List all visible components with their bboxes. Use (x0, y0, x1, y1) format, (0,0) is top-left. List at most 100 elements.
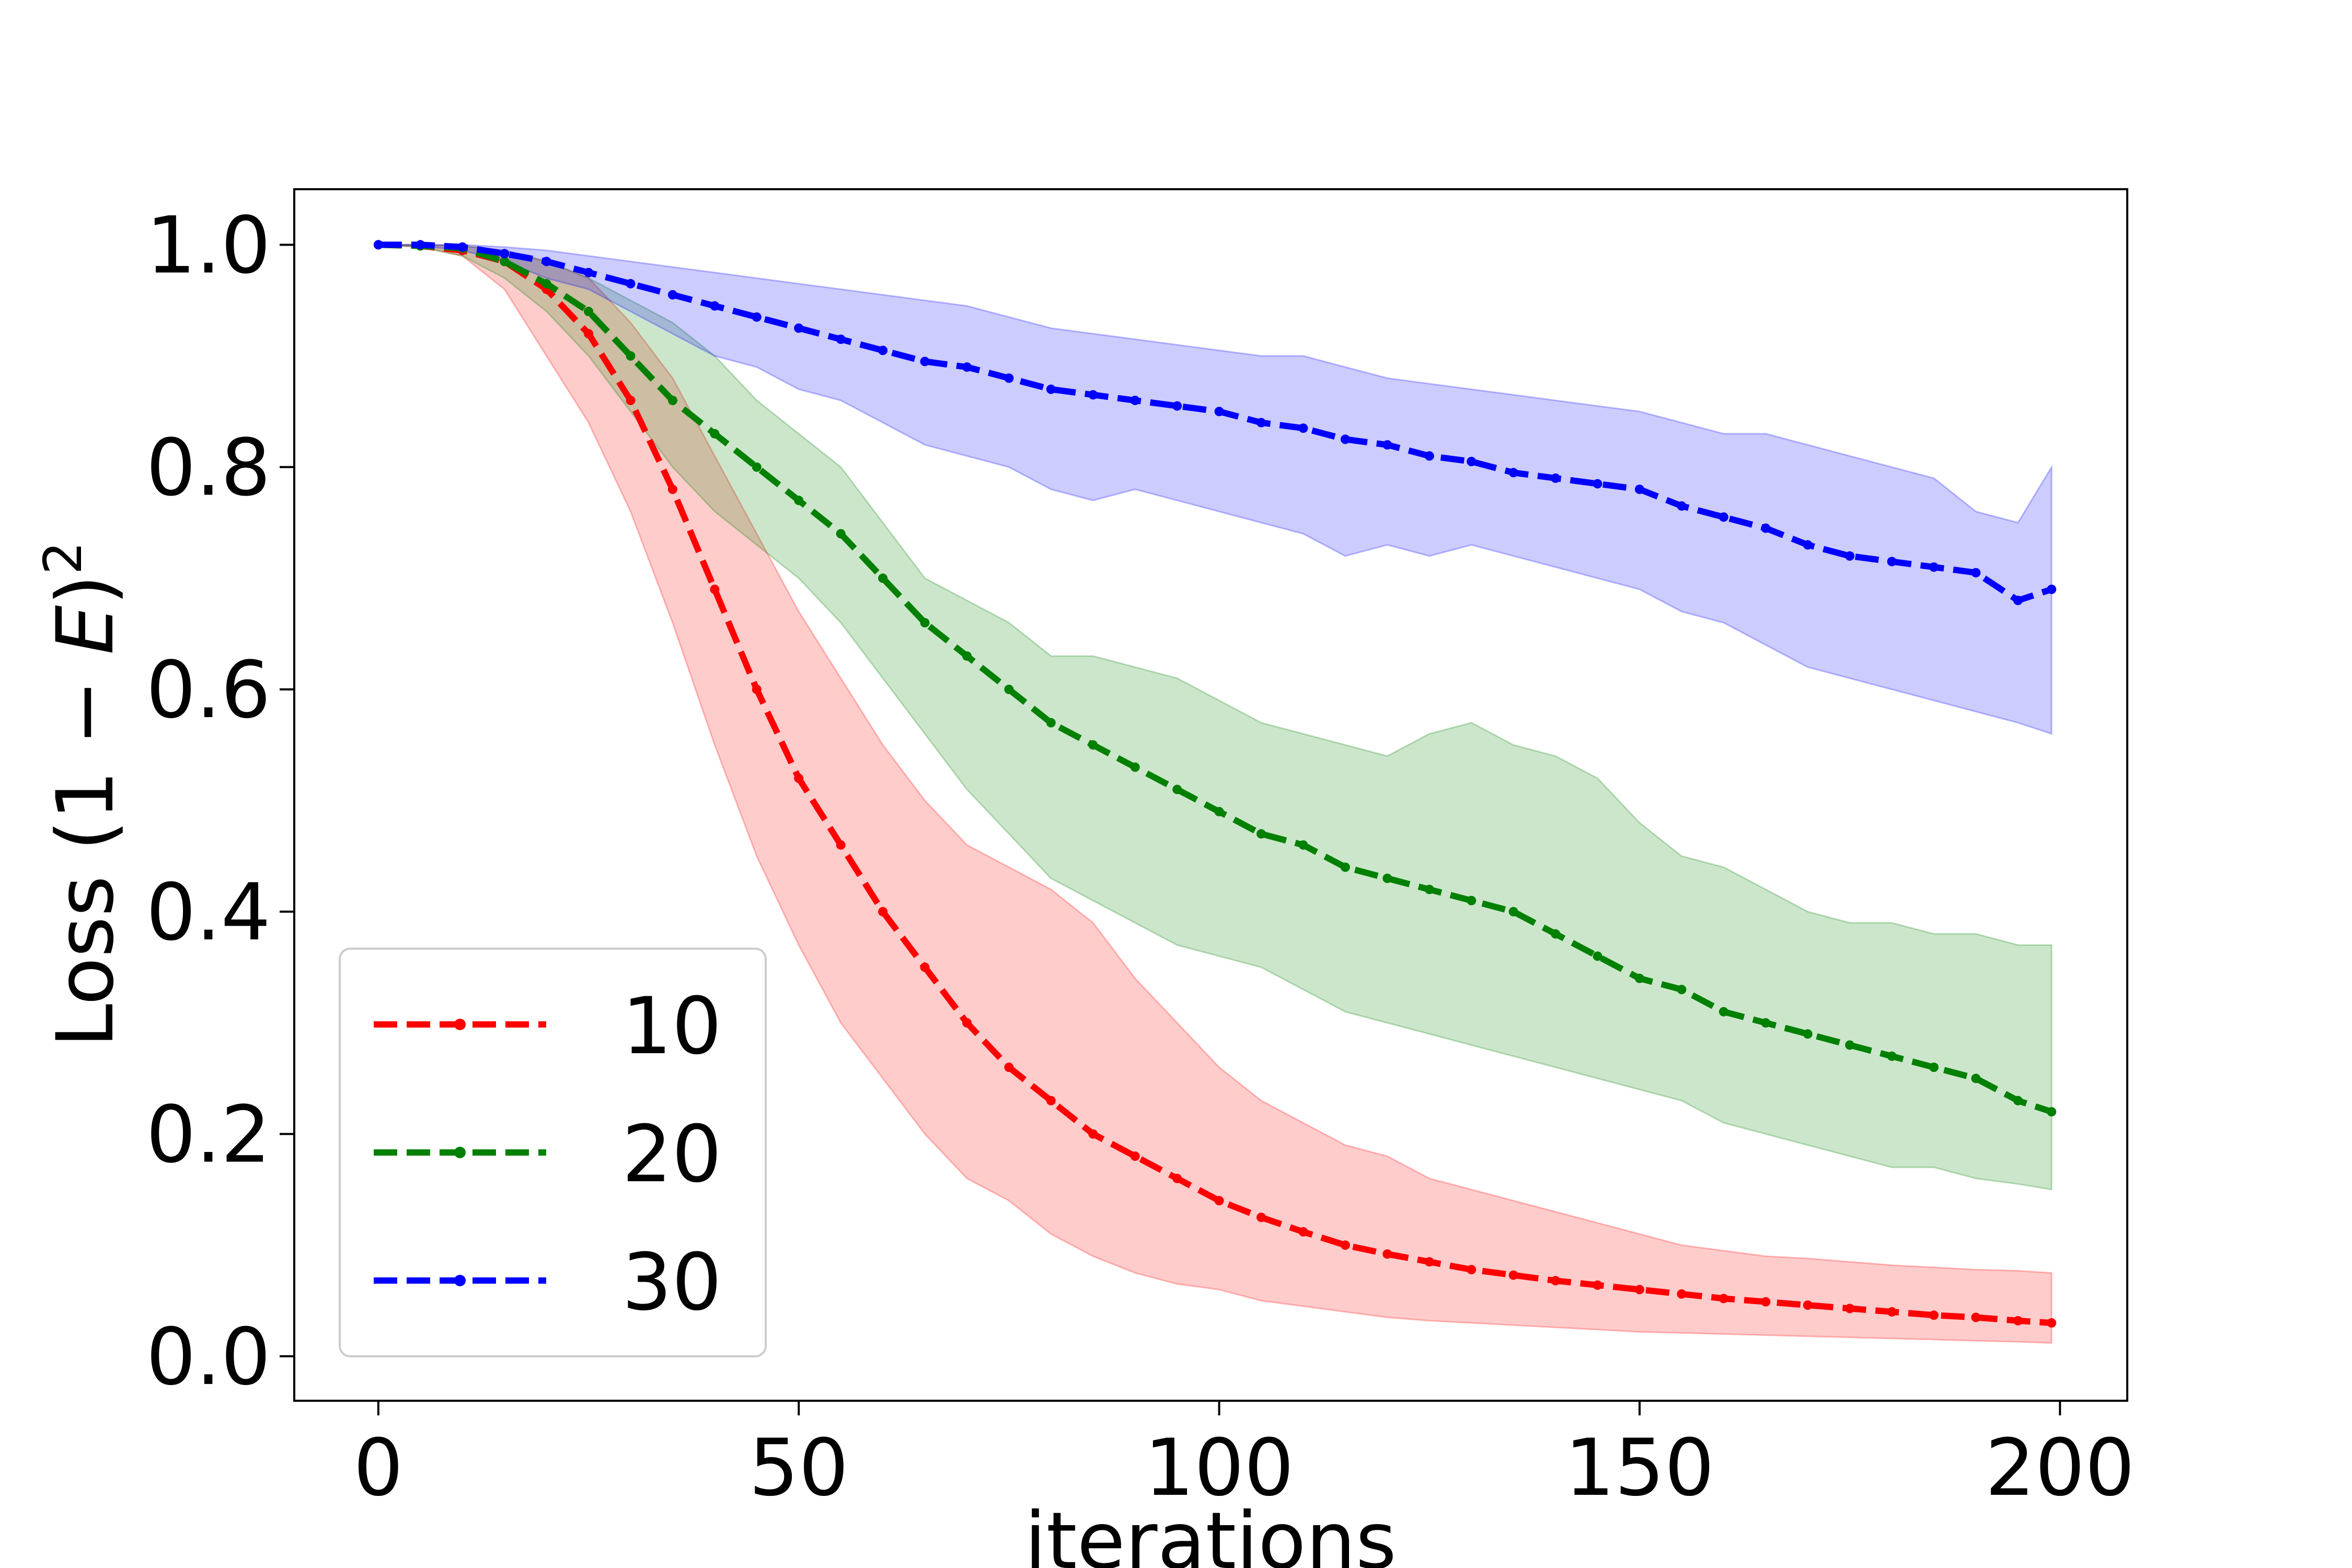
point-series-20 (710, 429, 720, 439)
y-axis-title-close: ) (40, 574, 131, 605)
y-tick-label: 0.4 (146, 867, 271, 958)
point-series-10 (1803, 1300, 1813, 1310)
point-series-30 (1467, 457, 1477, 466)
band-series-10 (378, 244, 2053, 1344)
y-tick-label: 0.2 (146, 1090, 271, 1181)
point-series-30 (1845, 551, 1855, 561)
point-series-30 (416, 240, 425, 250)
point-series-30 (1004, 373, 1014, 383)
point-series-10 (1551, 1276, 1561, 1286)
point-series-20 (1214, 806, 1224, 816)
point-series-10 (1382, 1249, 1392, 1259)
point-series-30 (1971, 568, 1981, 578)
point-series-10 (1634, 1285, 1644, 1295)
band-series-30 (378, 244, 2053, 735)
point-series-10 (1130, 1151, 1140, 1161)
point-series-10 (1298, 1227, 1308, 1237)
point-series-30 (2047, 584, 2057, 594)
point-series-20 (1803, 1029, 1813, 1039)
point-series-20 (2013, 1096, 2023, 1105)
point-series-30 (1551, 473, 1561, 483)
point-series-20 (1467, 896, 1477, 905)
point-series-20 (962, 651, 972, 661)
point-series-20 (1593, 951, 1602, 961)
x-tick-label: 150 (1565, 1423, 1714, 1514)
point-series-20 (1088, 740, 1098, 750)
point-series-30 (584, 268, 594, 278)
point-series-30 (1803, 540, 1813, 550)
point-series-10 (710, 584, 720, 594)
point-series-30 (1761, 523, 1771, 533)
y-axis: 0.0 0.2 0.4 0.6 0.8 1.0 (146, 200, 294, 1403)
point-series-20 (1634, 973, 1644, 983)
band-series-20 (378, 244, 2053, 1191)
point-series-10 (2013, 1316, 2023, 1325)
y-axis-title-superscript: 2 (32, 541, 94, 575)
legend-marker-10 (454, 1019, 466, 1030)
point-series-20 (1046, 718, 1056, 728)
point-series-20 (626, 351, 636, 361)
point-series-10 (1929, 1310, 1939, 1320)
x-tick-label: 50 (749, 1423, 849, 1514)
point-series-20 (500, 257, 510, 267)
point-series-10 (626, 396, 636, 406)
point-series-30 (1424, 451, 1434, 461)
point-series-30 (1130, 396, 1140, 406)
point-series-30 (457, 242, 467, 252)
point-series-10 (1971, 1312, 1981, 1322)
point-series-10 (1088, 1129, 1098, 1139)
point-series-10 (584, 329, 594, 339)
legend-label-20: 20 (622, 1109, 722, 1200)
point-series-30 (373, 240, 383, 250)
plot-frame (293, 188, 2128, 1402)
point-series-30 (1677, 501, 1687, 511)
legend-label-30: 30 (622, 1237, 722, 1328)
point-series-20 (1761, 1018, 1771, 1028)
point-series-10 (2047, 1318, 2057, 1328)
point-series-20 (1845, 1040, 1855, 1050)
x-tick-label: 100 (1144, 1423, 1294, 1514)
point-series-30 (920, 356, 930, 366)
point-series-10 (1046, 1096, 1056, 1105)
x-tick-label: 0 (353, 1423, 403, 1514)
x-axis: 0 50 100 150 200 (353, 1401, 2135, 1514)
point-series-20 (920, 618, 930, 628)
x-tick-label: 200 (1985, 1423, 2135, 1514)
point-series-20 (1298, 840, 1308, 850)
y-axis-title: Loss (1 − E)2 (32, 541, 131, 1048)
point-series-30 (1046, 384, 1056, 394)
point-series-10 (1256, 1213, 1266, 1223)
point-series-30 (1088, 390, 1098, 400)
point-series-10 (794, 774, 804, 783)
point-series-10 (920, 962, 930, 972)
point-series-30 (500, 249, 510, 259)
point-series-30 (1340, 434, 1350, 444)
legend-items: 10 20 30 (374, 981, 722, 1328)
point-series-20 (1551, 929, 1561, 939)
confidence-bands (378, 244, 2053, 1344)
point-series-20 (1719, 1007, 1728, 1017)
point-series-10 (1761, 1297, 1771, 1307)
point-series-10 (1719, 1294, 1728, 1304)
point-series-30 (1593, 479, 1602, 489)
point-series-20 (1256, 829, 1266, 839)
point-series-20 (1424, 884, 1434, 894)
point-series-30 (1634, 485, 1644, 494)
point-series-10 (752, 685, 762, 694)
point-series-20 (541, 279, 551, 289)
point-series-20 (1887, 1051, 1897, 1061)
point-series-10 (1593, 1280, 1602, 1290)
point-series-30 (1298, 423, 1308, 433)
point-series-20 (1340, 862, 1350, 872)
point-series-30 (1887, 557, 1897, 567)
legend-marker-30 (454, 1275, 466, 1286)
point-series-10 (962, 1018, 972, 1028)
point-series-20 (836, 529, 846, 539)
y-axis-title-text: Loss (1 − (40, 655, 131, 1048)
point-series-10 (1677, 1289, 1687, 1299)
point-series-20 (667, 396, 677, 406)
point-series-30 (836, 335, 846, 344)
point-series-30 (1719, 512, 1728, 522)
point-series-20 (2047, 1107, 2057, 1117)
y-tick-label: 0.6 (146, 645, 271, 736)
